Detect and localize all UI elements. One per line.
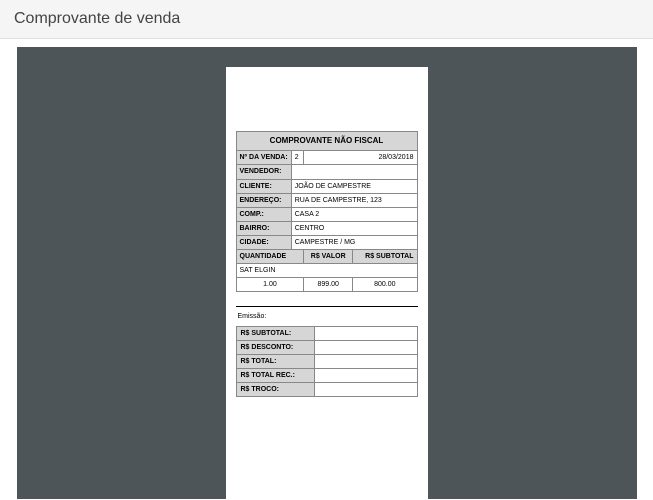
item-sub: 800.00 (353, 278, 417, 292)
receipt-title: COMPROVANTE NÃO FISCAL (236, 132, 417, 151)
change-value (314, 383, 417, 397)
col-val-header: R$ VALOR (304, 250, 353, 264)
sale-number-label: Nº DA VENDA: (236, 151, 291, 165)
col-sub-header: R$ SUBTOTAL (353, 250, 417, 264)
city-label: CIDADE: (236, 235, 291, 249)
document-viewer: COMPROVANTE NÃO FISCAL Nº DA VENDA: 2 28… (0, 39, 653, 499)
item-qty: 1.00 (236, 278, 304, 292)
receipt-page: COMPROVANTE NÃO FISCAL Nº DA VENDA: 2 28… (226, 67, 428, 499)
client-value: JOÃO DE CAMPESTRE (291, 179, 417, 193)
change-label: R$ TROCO: (236, 383, 314, 397)
district-label: BAIRRO: (236, 221, 291, 235)
address-value: RUA DE CAMPESTRE, 123 (291, 193, 417, 207)
received-value (314, 369, 417, 383)
comp-value: CASA 2 (291, 207, 417, 221)
received-label: R$ TOTAL REC.: (236, 369, 314, 383)
receipt-table: COMPROVANTE NÃO FISCAL Nº DA VENDA: 2 28… (236, 131, 418, 292)
district-value: CENTRO (291, 221, 417, 235)
subtotal-value (314, 327, 417, 341)
viewer-canvas[interactable]: COMPROVANTE NÃO FISCAL Nº DA VENDA: 2 28… (17, 47, 637, 499)
item-desc: SAT ELGIN (236, 264, 417, 278)
item-val: 899.00 (304, 278, 353, 292)
page-header: Comprovante de venda (0, 0, 653, 39)
total-value (314, 355, 417, 369)
emission-label: Emissão: (236, 313, 418, 320)
discount-label: R$ DESCONTO: (236, 341, 314, 355)
subtotal-label: R$ SUBTOTAL: (236, 327, 314, 341)
col-qty-header: QUANTIDADE (236, 250, 304, 264)
totals-table: R$ SUBTOTAL: R$ DESCONTO: R$ TOTAL: R$ T… (236, 326, 418, 397)
sale-number-value: 2 (291, 151, 304, 165)
comp-label: COMP.: (236, 207, 291, 221)
client-label: CLIENTE: (236, 179, 291, 193)
city-value: CAMPESTRE / MG (291, 235, 417, 249)
page-title: Comprovante de venda (14, 10, 180, 27)
vendor-label: VENDEDOR: (236, 165, 291, 179)
vendor-value (291, 165, 417, 179)
address-label: ENDEREÇO: (236, 193, 291, 207)
total-label: R$ TOTAL: (236, 355, 314, 369)
divider (236, 306, 418, 307)
sale-date: 28/03/2018 (304, 151, 417, 165)
discount-value (314, 341, 417, 355)
